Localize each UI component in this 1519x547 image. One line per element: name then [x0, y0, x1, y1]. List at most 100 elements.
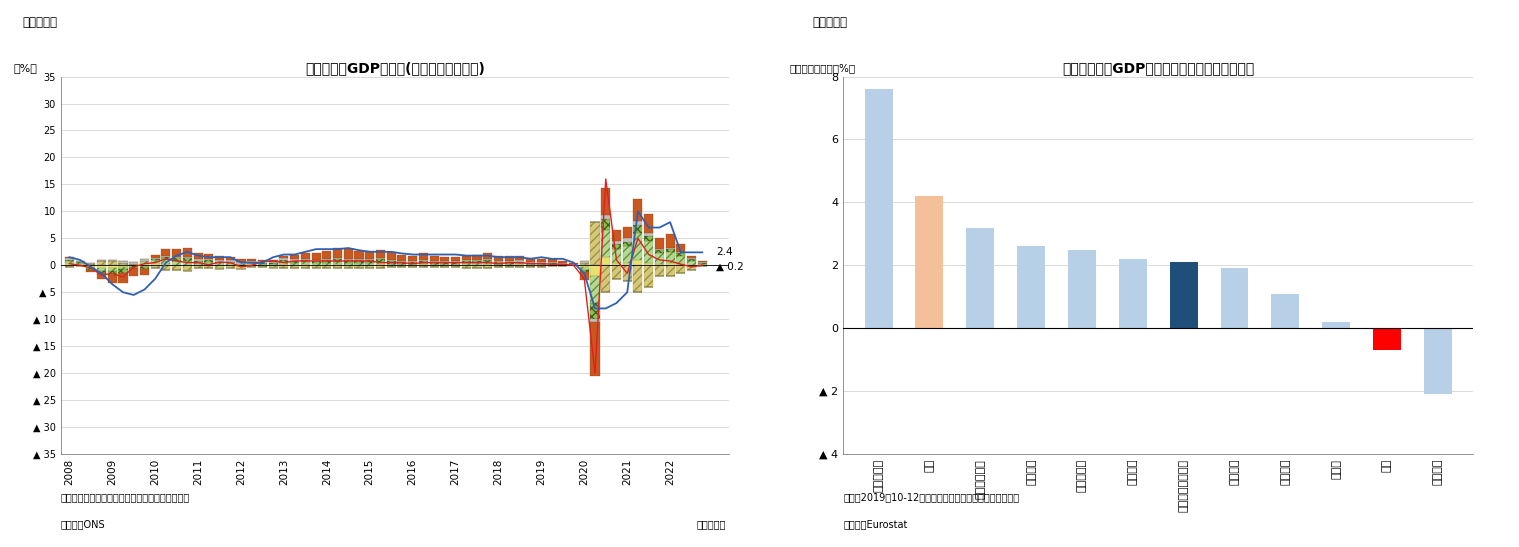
- GDP(前期比): [693, 262, 711, 269]
- Bar: [441, 264, 450, 265]
- GDP(前期比): [597, 176, 615, 182]
- GDP(前年同期比): [264, 254, 283, 260]
- Bar: [430, 262, 439, 264]
- Bar: [216, 268, 225, 269]
- Bar: [612, 249, 621, 263]
- Bar: [687, 255, 696, 258]
- Bar: [322, 265, 331, 268]
- Bar: [237, 259, 246, 262]
- Bar: [87, 268, 96, 270]
- Bar: [1271, 294, 1299, 328]
- Bar: [343, 263, 352, 265]
- Bar: [248, 259, 257, 261]
- GDP(前年同期比): [629, 208, 647, 214]
- Bar: [140, 263, 149, 265]
- Bar: [483, 260, 492, 261]
- Bar: [204, 254, 213, 259]
- Bar: [864, 89, 893, 328]
- Bar: [547, 262, 556, 263]
- Bar: [87, 267, 96, 268]
- Bar: [451, 264, 460, 265]
- Bar: [536, 265, 545, 267]
- Bar: [182, 265, 191, 270]
- Bar: [665, 265, 674, 276]
- Bar: [398, 264, 407, 265]
- Bar: [216, 261, 225, 263]
- Bar: [687, 261, 696, 265]
- Bar: [311, 263, 321, 265]
- Bar: [237, 262, 246, 264]
- Bar: [655, 238, 664, 248]
- Bar: [570, 264, 579, 265]
- Bar: [290, 265, 299, 268]
- Bar: [644, 263, 653, 265]
- Bar: [387, 252, 396, 260]
- GDP(前期比): [167, 258, 185, 264]
- Bar: [248, 261, 257, 263]
- Bar: [655, 253, 664, 264]
- Bar: [311, 261, 321, 263]
- Bar: [333, 258, 342, 259]
- Bar: [108, 271, 117, 275]
- Bar: [665, 234, 674, 247]
- Text: （注）2019年10-12月期比、一部の国は伸び率等から推計: （注）2019年10-12月期比、一部の国は伸び率等から推計: [843, 492, 1019, 502]
- Bar: [472, 254, 482, 260]
- Bar: [97, 260, 106, 261]
- Bar: [623, 265, 632, 282]
- Bar: [633, 233, 643, 260]
- GDP(前期比): [586, 370, 605, 376]
- Bar: [676, 255, 685, 264]
- Bar: [655, 250, 664, 253]
- Bar: [676, 264, 685, 265]
- Bar: [65, 258, 74, 260]
- Bar: [279, 258, 289, 260]
- Bar: [87, 263, 96, 264]
- Bar: [687, 259, 696, 261]
- Bar: [580, 267, 589, 270]
- Bar: [365, 259, 374, 260]
- Bar: [644, 241, 653, 263]
- Bar: [226, 257, 235, 260]
- Bar: [204, 260, 213, 261]
- Bar: [504, 255, 513, 261]
- Bar: [602, 265, 611, 292]
- Bar: [204, 265, 213, 268]
- Bar: [398, 265, 407, 267]
- Bar: [1423, 328, 1452, 394]
- Bar: [536, 264, 545, 265]
- Bar: [483, 265, 492, 268]
- Bar: [129, 262, 138, 264]
- Bar: [290, 259, 299, 261]
- Bar: [269, 263, 278, 264]
- Bar: [419, 260, 428, 261]
- Bar: [108, 268, 117, 271]
- Bar: [697, 263, 706, 264]
- Text: 2.4: 2.4: [717, 247, 732, 257]
- Bar: [515, 265, 524, 267]
- Bar: [269, 264, 278, 265]
- Bar: [97, 265, 106, 268]
- Bar: [504, 262, 513, 264]
- Bar: [676, 253, 685, 255]
- Bar: [612, 263, 621, 265]
- Bar: [290, 255, 299, 259]
- Bar: [322, 251, 331, 259]
- Bar: [612, 241, 621, 244]
- Bar: [311, 260, 321, 261]
- Bar: [269, 267, 278, 268]
- Bar: [409, 262, 418, 264]
- Bar: [290, 261, 299, 263]
- Bar: [472, 261, 482, 263]
- Bar: [462, 265, 471, 268]
- Bar: [602, 215, 611, 219]
- Bar: [916, 196, 943, 328]
- Bar: [536, 259, 545, 261]
- GDP(前年同期比): [222, 254, 240, 260]
- Bar: [279, 265, 289, 268]
- Bar: [87, 264, 96, 265]
- Bar: [76, 265, 85, 266]
- Bar: [118, 263, 128, 265]
- Bar: [1068, 249, 1097, 328]
- Bar: [226, 261, 235, 263]
- Bar: [343, 249, 352, 259]
